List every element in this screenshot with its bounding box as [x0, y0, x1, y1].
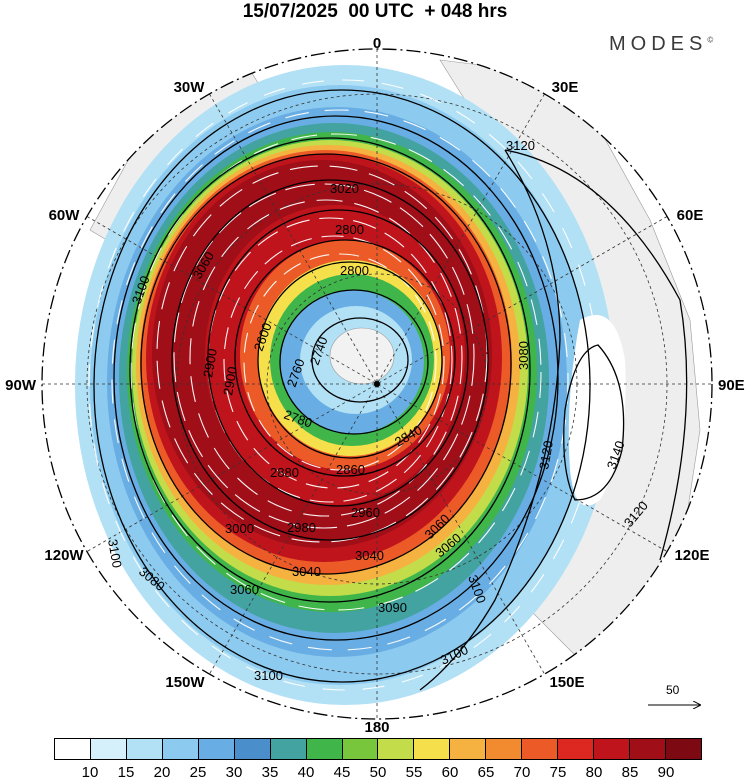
map-boundary: [41, 48, 713, 720]
contour-label: 3000: [225, 521, 254, 536]
brand-mark: ©: [707, 35, 714, 45]
contour-label: 2800: [340, 263, 369, 278]
colorbar-swatch: [486, 739, 523, 759]
colorbar-tick-label: 45: [333, 764, 351, 781]
colorbar-tick-label: 50: [369, 764, 387, 781]
colorbar-swatch: [414, 739, 451, 759]
colorbar-tick-label: 80: [585, 764, 603, 781]
contour-label: 3060: [230, 582, 259, 597]
contour-label: 2900: [220, 365, 240, 396]
colorbar: [54, 738, 702, 760]
contour-label: 3120: [536, 439, 556, 470]
contour-label: 2880: [270, 465, 299, 480]
colorbar-swatch: [162, 739, 199, 759]
colorbar-swatch: [450, 739, 487, 759]
contour-label: 2980: [287, 520, 316, 535]
land-area: [329, 327, 395, 385]
colorbar-tick-label: 30: [225, 764, 243, 781]
colorbar-tick-label: 85: [621, 764, 639, 781]
colorbar-swatch: [234, 739, 271, 759]
lon-label-0: 0: [373, 35, 381, 52]
lon-label-150w: 150W: [165, 674, 205, 691]
longitude-labels: 0 30E 60E 90E 120E 150E 180 150W 120W 90…: [5, 35, 745, 736]
colorbar-swatch: [198, 739, 235, 759]
contour-label: 3040: [355, 548, 384, 563]
colorbar-swatch: [270, 739, 307, 759]
lon-label-90e: 90E: [718, 377, 745, 394]
contour-label: 2960: [351, 505, 380, 520]
colorbar-swatch: [558, 739, 595, 759]
colorbar-swatch: [306, 739, 343, 759]
pole-dot: [374, 381, 380, 387]
colorbar-tick-label: 65: [477, 764, 495, 781]
wind-scale-label: 50: [666, 683, 680, 697]
contour-label: 3100: [254, 668, 283, 683]
lon-label-180: 180: [364, 719, 389, 736]
contour-label: 2900: [200, 347, 220, 378]
colorbar-tick-label: 10: [81, 764, 99, 781]
lon-label-120e: 120E: [674, 547, 709, 564]
lon-label-60w: 60W: [49, 207, 81, 224]
colorbar-tick-label: 75: [549, 764, 567, 781]
colorbar-swatch: [126, 739, 163, 759]
colorbar-swatch: [55, 739, 91, 759]
colorbar-swatch: [378, 739, 415, 759]
contour-label: 3120: [506, 138, 535, 153]
contour-label: 2860: [336, 462, 365, 477]
brand-name: MODES: [609, 33, 708, 55]
colorbar-swatch: [630, 739, 666, 759]
lon-label-60e: 60E: [677, 207, 704, 224]
colorbar-tick-label: 35: [261, 764, 279, 781]
colorbar-swatch: [342, 739, 379, 759]
lon-label-90w: 90W: [5, 377, 37, 394]
colorbar-tick-label: 20: [153, 764, 171, 781]
contours: [93, 89, 688, 691]
map-title: 15/07/2025 00 UTC + 048 hrs: [242, 1, 508, 22]
contour-label: 3080: [516, 341, 531, 370]
colorbar-tick-label: 70: [513, 764, 531, 781]
contour-label: 3090: [378, 600, 407, 615]
colorbar-tick-label: 60: [441, 764, 459, 781]
contour-label: 3020: [330, 181, 359, 196]
colorbar-swatch: [665, 739, 701, 759]
colorbar-swatch: [594, 739, 630, 759]
streamlines: [88, 79, 600, 691]
colorbar-tick-label: 25: [189, 764, 207, 781]
colorbar-swatch: [522, 739, 559, 759]
colorbar-tick-label: 15: [117, 764, 135, 781]
colorbar-tick-label: 90: [657, 764, 675, 781]
colorbar-ticks: 10 15 20 25 30 35 40 45 50 55 60 65 70 75 80 85 90: [54, 764, 702, 782]
lon-label-30w: 30W: [174, 79, 206, 96]
brand-logo: MODES©: [609, 33, 713, 56]
lon-label-150e: 150E: [549, 674, 584, 691]
colorbar-swatch: [90, 739, 127, 759]
lon-label-30e: 30E: [552, 79, 579, 96]
lon-label-120w: 120W: [44, 547, 84, 564]
contour-label: 2800: [335, 222, 364, 237]
contour-labels: 2600 2740 2760 2780 2800 2840 2860 2880 …: [105, 138, 651, 683]
colorbar-tick-label: 40: [297, 764, 315, 781]
contour-label: 3100: [105, 538, 125, 569]
contour-label: 3040: [292, 564, 321, 579]
colorbar-tick-label: 55: [405, 764, 423, 781]
